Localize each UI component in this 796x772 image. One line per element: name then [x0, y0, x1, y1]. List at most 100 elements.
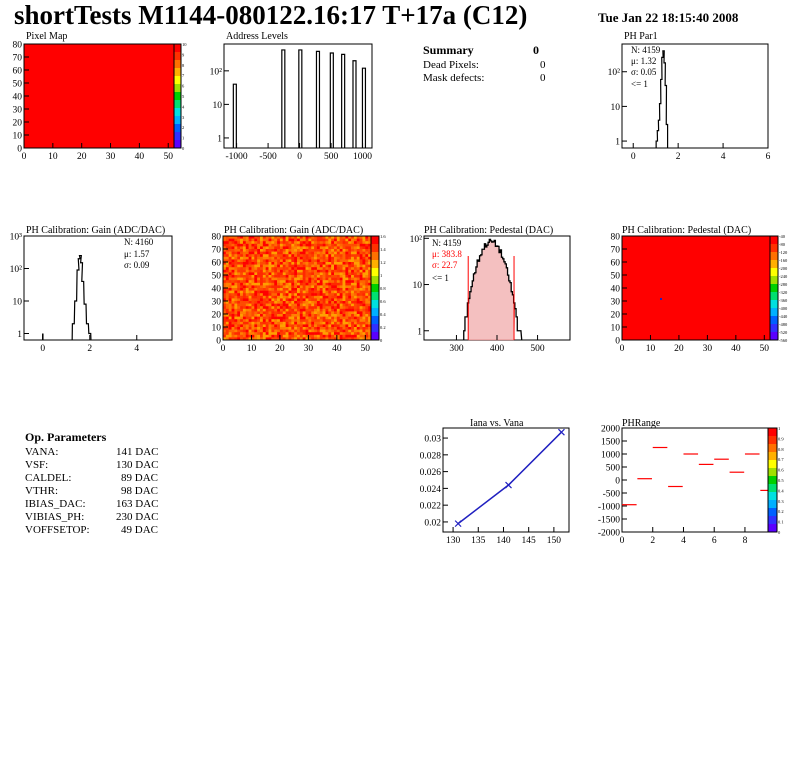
heatmap-cell: [356, 249, 360, 252]
heatmap-cell: [254, 280, 258, 284]
heatmap-cell: [362, 272, 366, 276]
heatmap-cell: [251, 332, 255, 336]
heatmap-cell: [234, 272, 238, 276]
heatmap-cell: [299, 267, 303, 271]
heatmap-cell: [257, 256, 261, 260]
y-tick-label: 30: [611, 298, 621, 308]
heatmap-cell: [282, 282, 286, 286]
heatmap-cell: [302, 290, 306, 294]
heatmap-cell: [356, 337, 360, 341]
heatmap-cell: [365, 329, 369, 333]
heatmap-cell: [251, 285, 255, 289]
heatmap-cell: [351, 267, 355, 271]
heatmap-cell: [268, 293, 272, 297]
heatmap-cell: [257, 311, 261, 315]
y-tick-label: 10²: [210, 67, 223, 77]
heatmap-cell: [308, 262, 312, 265]
heatmap-cell: [334, 280, 338, 284]
heatmap-cell: [271, 319, 275, 323]
heatmap-cell: [325, 334, 329, 338]
heatmap-cell: [356, 293, 360, 297]
heatmap-cell: [331, 264, 335, 268]
heatmap-cell: [322, 308, 326, 312]
heatmap-cell: [294, 241, 298, 245]
heatmap-cell: [277, 295, 281, 299]
color-scale-cell: [768, 428, 777, 437]
heatmap-cell: [314, 285, 318, 289]
heatmap-cell: [240, 308, 244, 312]
heatmap-cell: [325, 319, 329, 323]
heatmap-cell: [342, 324, 346, 328]
heatmap-cell: [342, 288, 346, 291]
heatmap-cell: [260, 332, 264, 336]
heatmap-cell: [342, 246, 346, 250]
heatmap-cell: [277, 332, 281, 336]
y-tick-label: 50: [13, 80, 23, 90]
heatmap-cell: [237, 306, 241, 310]
heatmap-cell: [351, 298, 355, 302]
y-tick-label: 60: [13, 67, 23, 77]
heatmap-cell: [336, 264, 340, 268]
heatmap-cell: [362, 254, 366, 258]
heatmap-cell: [368, 298, 372, 302]
heatmap-cell: [319, 308, 323, 312]
heatmap-cell: [257, 288, 261, 291]
heatmap-cell: [271, 290, 275, 294]
heatmap-cell: [365, 272, 369, 276]
heatmap-cell: [331, 306, 335, 310]
heatmap-cell: [336, 293, 340, 297]
heatmap-cell: [305, 277, 309, 281]
heatmap-cell: [368, 272, 372, 276]
heatmap-cell: [234, 280, 238, 284]
stat-mean: μ: 1.57: [124, 249, 150, 259]
heatmap-cell: [345, 277, 349, 281]
heatmap-cell: [254, 327, 258, 330]
heatmap-cell: [365, 301, 369, 304]
heatmap-cell: [365, 295, 369, 299]
heatmap-cell: [225, 301, 229, 304]
heatmap-cell: [248, 238, 252, 242]
heatmap-cell: [348, 295, 352, 299]
heatmap-cell: [257, 303, 261, 307]
heatmap-cell: [288, 264, 292, 268]
heatmap-cell: [279, 243, 284, 247]
heatmap-cell: [223, 306, 227, 310]
heatmap-cell: [277, 277, 281, 281]
heatmap-cell: [260, 246, 264, 250]
heatmap-cell: [282, 327, 286, 330]
heatmap-cell: [228, 251, 232, 255]
heatmap-cell: [319, 327, 323, 330]
heatmap-cell: [268, 277, 272, 281]
heatmap-cell: [257, 321, 261, 325]
heatmap-cell: [248, 267, 252, 271]
heatmap-cell: [240, 251, 244, 255]
stat-mean: μ: 383.8: [432, 249, 462, 259]
heatmap-cell: [302, 303, 306, 307]
heatmap-cell: [291, 236, 295, 239]
heatmap-cell: [305, 251, 309, 255]
heatmap-cell: [262, 267, 266, 271]
heatmap-cell: [348, 334, 352, 338]
heatmap-cell: [242, 337, 247, 341]
heatmap-cell: [319, 298, 323, 302]
heatmap-cell: [231, 316, 235, 320]
heatmap-cell: [359, 332, 363, 336]
heatmap-cell: [257, 238, 261, 242]
heatmap-cell: [305, 332, 309, 336]
heatmap-cell: [302, 236, 306, 239]
heatmap-cell: [242, 275, 247, 278]
heatmap-cell: [339, 327, 343, 330]
heatmap-cell: [268, 324, 272, 328]
heatmap-cell: [237, 316, 241, 320]
heatmap-cell: [291, 295, 295, 299]
heatmap-cell: [225, 319, 229, 323]
heatmap-cell: [294, 324, 298, 328]
heatmap-cell: [314, 275, 318, 278]
histogram-peak: [341, 53, 346, 148]
heatmap-cell: [345, 254, 349, 258]
heatmap-cell: [314, 308, 318, 312]
color-scale-cell: [371, 284, 379, 293]
heatmap-cell: [228, 311, 232, 315]
summary-label: Mask defects:: [423, 72, 485, 84]
heatmap-cell: [325, 254, 329, 258]
